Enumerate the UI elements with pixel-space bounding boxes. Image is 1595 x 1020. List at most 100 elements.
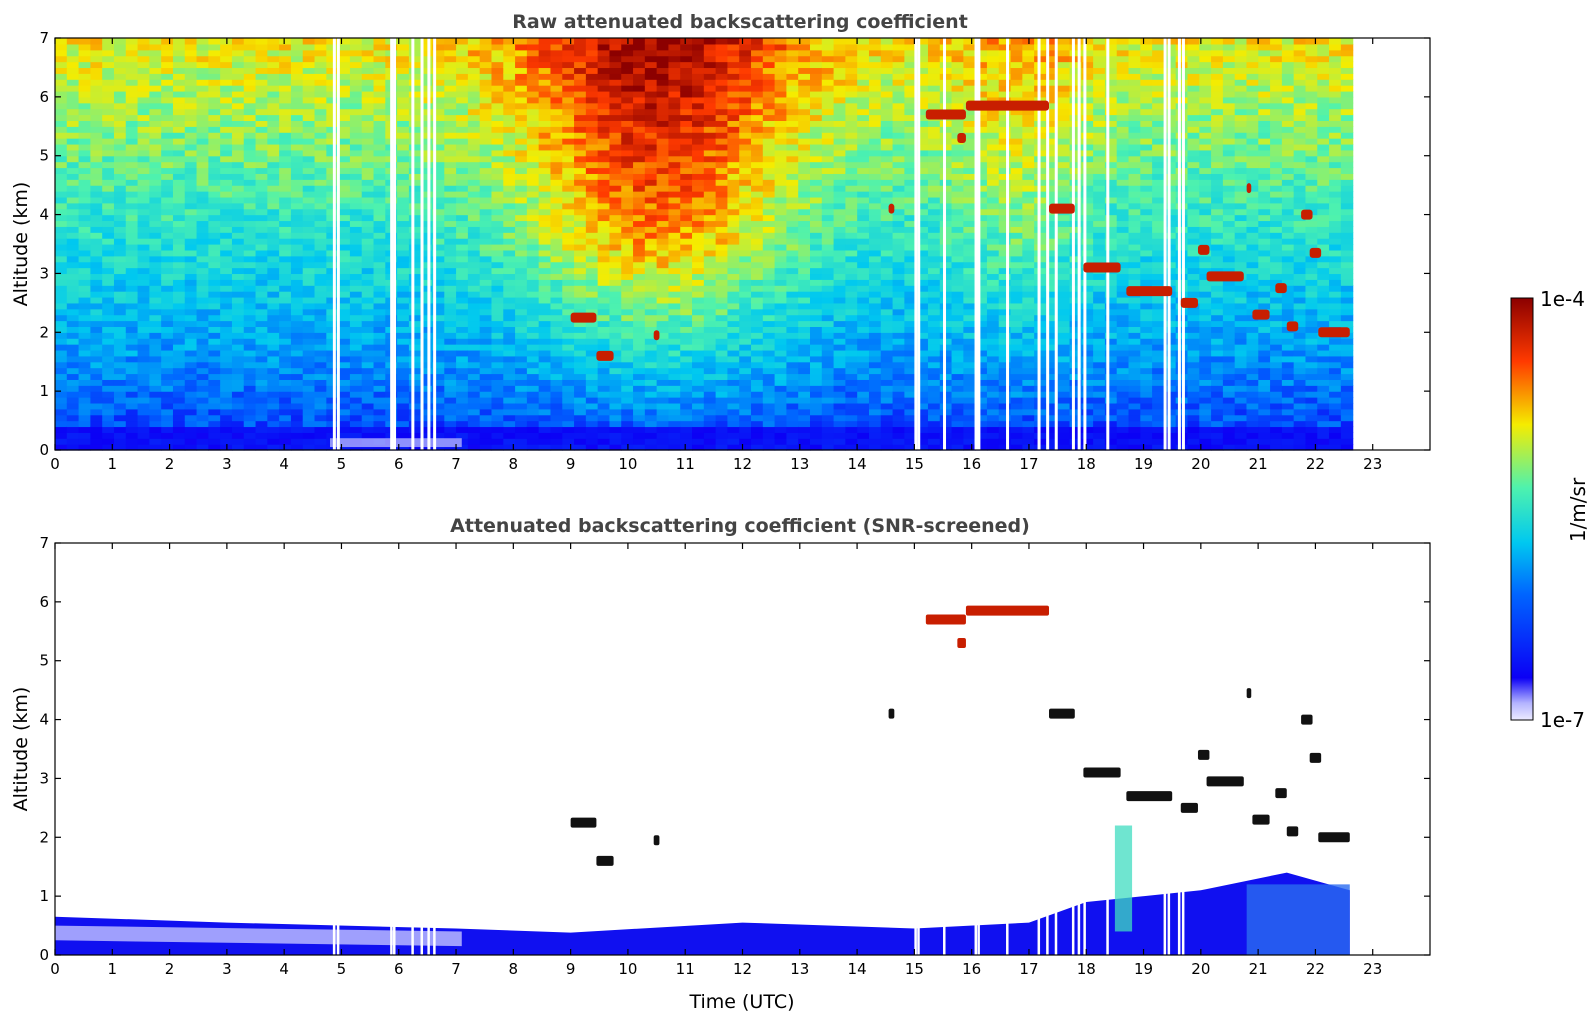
raw-bg-cell: [857, 267, 870, 275]
raw-bg-cell: [609, 143, 622, 151]
raw-bg-cell: [102, 373, 115, 380]
raw-bg-cell: [314, 38, 327, 45]
raw-bg-cell: [515, 96, 528, 104]
raw-bg-cell: [55, 291, 68, 298]
raw-bg-cell: [491, 102, 504, 110]
raw-bg-cell: [727, 402, 740, 410]
raw-bg-cell: [656, 385, 670, 392]
raw-bg-cell: [633, 267, 646, 275]
raw-bg-cell: [715, 267, 729, 275]
raw-bg-cell: [66, 344, 80, 351]
raw-bg-cell: [821, 67, 835, 74]
raw-bg-cell: [774, 314, 788, 322]
raw-bg-cell: [491, 296, 504, 304]
raw-bg-cell: [857, 432, 870, 439]
raw-bg-cell: [798, 108, 811, 116]
raw-bg-cell: [798, 114, 811, 121]
raw-bg-cell: [125, 220, 139, 227]
raw-bg-cell: [149, 302, 162, 310]
raw-bg-cell: [526, 90, 540, 98]
raw-bg-cell: [810, 291, 823, 298]
raw-bg-cell: [479, 120, 493, 127]
raw-bg-cell: [113, 420, 127, 428]
raw-bg-cell: [408, 296, 422, 304]
raw-bg-cell: [703, 196, 717, 204]
raw-bg-cell: [196, 273, 209, 280]
raw-bg-cell: [302, 214, 316, 222]
raw-bg-cell: [161, 173, 174, 180]
raw-bg-cell: [751, 414, 764, 422]
raw-bg-cell: [585, 385, 599, 392]
raw-bg-cell: [550, 149, 563, 157]
raw-bg-cell: [456, 114, 469, 121]
raw-bg-cell: [231, 379, 245, 386]
raw-bg-cell: [255, 291, 268, 298]
raw-bg-cell: [432, 202, 445, 210]
raw-bg-cell: [538, 255, 552, 263]
raw-bg-cell: [774, 255, 788, 263]
raw-bg-cell: [90, 385, 103, 392]
raw-bg-cell: [302, 155, 316, 163]
raw-bg-cell: [810, 314, 823, 322]
raw-bg-cell: [267, 49, 280, 57]
raw-bg-cell: [538, 232, 552, 239]
raw-bg-cell: [585, 126, 599, 133]
raw-bg-cell: [220, 138, 233, 145]
raw-bg-cell: [739, 349, 752, 357]
raw-bg-cell: [798, 314, 811, 322]
raw-bg-cell: [208, 202, 221, 210]
raw-bg-cell: [279, 314, 292, 322]
raw-bg-cell: [373, 308, 386, 316]
raw-bg-cell: [526, 367, 540, 375]
raw-bg-cell: [302, 167, 316, 174]
raw-bg-cell: [66, 132, 80, 139]
raw-bg-cell: [231, 214, 245, 222]
raw-bg-cell: [845, 238, 858, 245]
raw-bg-cell: [810, 208, 823, 216]
raw-bg-cell: [208, 232, 221, 239]
raw-bg-cell: [762, 373, 776, 380]
raw-bg-cell: [574, 108, 587, 116]
raw-bg-cell: [66, 438, 80, 445]
raw-bg-cell: [609, 397, 622, 404]
raw-bg-cell: [172, 126, 186, 133]
raw-bg-cell: [78, 285, 91, 292]
raw-bg-cell: [751, 90, 764, 98]
raw-bg-cell: [113, 73, 127, 80]
raw-bg-cell: [220, 344, 233, 351]
raw-bg-cell: [503, 173, 516, 180]
raw-bg-cell: [184, 373, 198, 380]
raw-bg-cell: [857, 238, 870, 245]
raw-bg-cell: [515, 196, 528, 204]
raw-bg-cell: [656, 132, 670, 139]
raw-bg-cell: [220, 244, 233, 251]
raw-bg-cell: [456, 273, 469, 280]
raw-bg-cell: [692, 202, 705, 210]
raw-bg-cell: [833, 185, 846, 192]
raw-bg-cell: [361, 220, 375, 227]
raw-bg-cell: [538, 73, 552, 80]
raw-bg-cell: [279, 414, 292, 422]
raw-bg-cell: [503, 179, 516, 186]
raw-bg-cell: [397, 255, 410, 263]
raw-bg-cell: [113, 414, 127, 422]
raw-bg-cell: [597, 202, 611, 210]
raw-bg-cell: [267, 432, 280, 439]
raw-bg-cell: [597, 79, 611, 86]
raw-bg-cell: [479, 332, 493, 339]
raw-bg-cell: [868, 408, 882, 416]
raw-bg-cell: [373, 244, 386, 251]
raw-bg-cell: [456, 155, 469, 163]
raw-bg-cell: [102, 191, 115, 198]
raw-bg-cell: [349, 49, 363, 57]
raw-bg-cell: [621, 61, 634, 69]
raw-bg-cell: [66, 320, 80, 327]
raw-bg-cell: [125, 426, 139, 433]
raw-bg-cell: [444, 402, 457, 410]
raw-bg-cell: [255, 249, 268, 257]
raw-bg-cell: [810, 73, 823, 80]
raw-bg-cell: [550, 102, 563, 110]
raw-bg-cell: [868, 226, 882, 233]
raw-bg-cell: [538, 267, 552, 275]
raw-bg-cell: [786, 397, 799, 404]
